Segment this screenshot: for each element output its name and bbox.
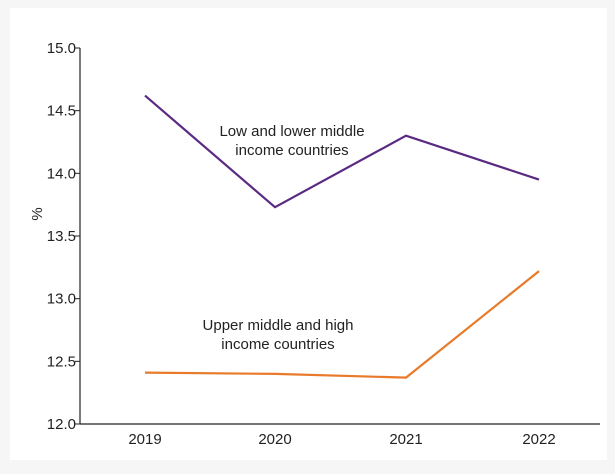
y-tick-label: 12.5 [47,353,76,370]
y-tick-label: 14.0 [47,165,76,182]
series-label-0: income countries [235,142,348,159]
y-tick-label: 12.0 [47,416,76,433]
x-tick-label: 2019 [128,431,161,448]
series-label-0: Low and lower middle [219,123,364,140]
y-tick-label: 13.5 [47,228,76,245]
y-tick-label: 15.0 [47,40,76,57]
x-tick-label: 2021 [389,431,422,448]
series-label-1: income countries [221,336,334,353]
series-label-1: Upper middle and high [203,317,354,334]
x-tick-label: 2022 [522,431,555,448]
y-tick-label: 14.5 [47,103,76,120]
y-tick-label: 13.0 [47,291,76,308]
y-axis-title: % [29,207,46,220]
plot-panel [10,8,607,460]
x-tick-label: 2020 [258,431,291,448]
